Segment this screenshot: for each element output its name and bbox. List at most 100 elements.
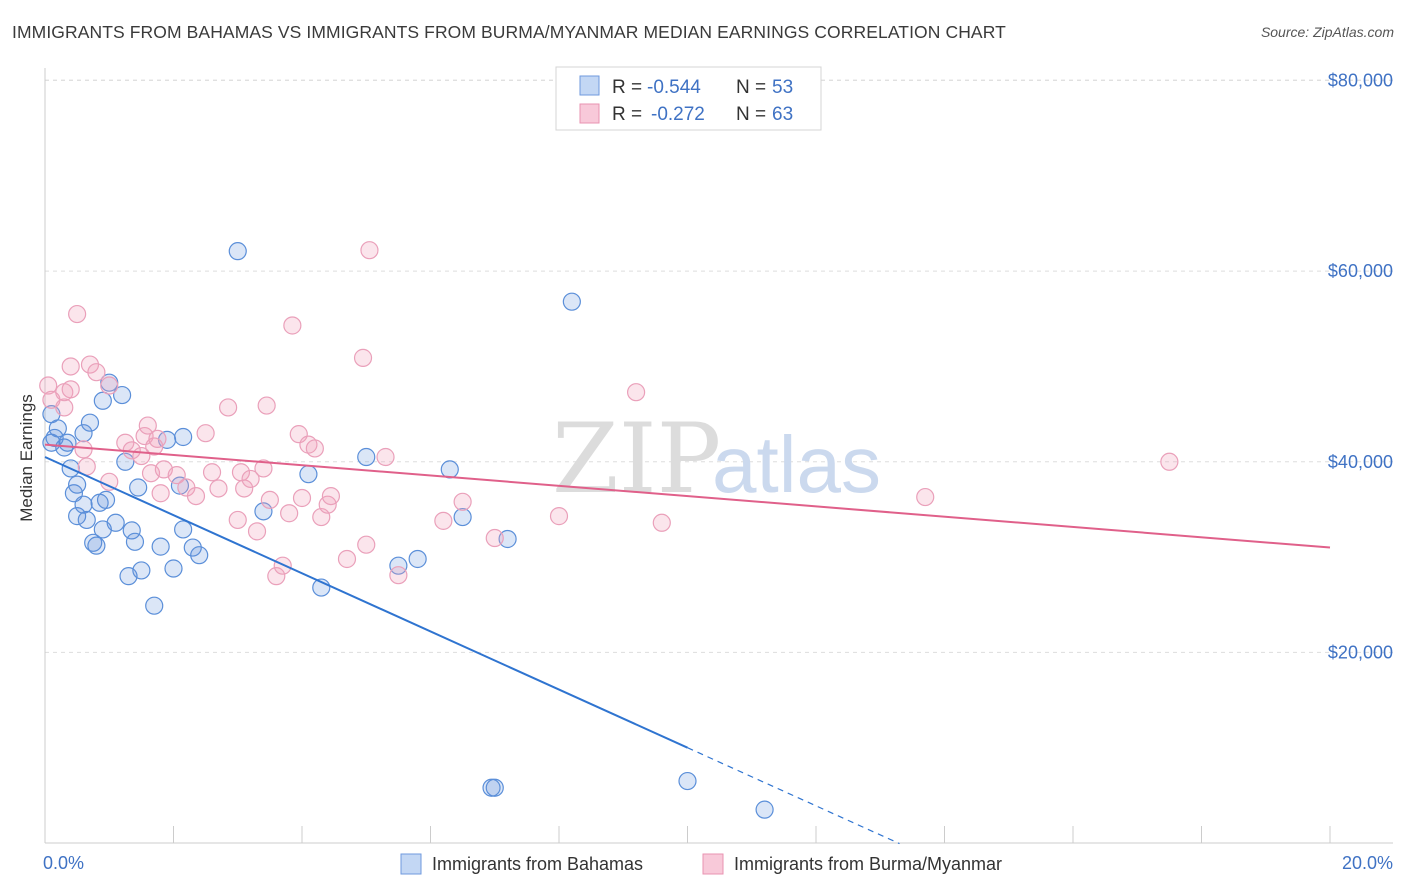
point-bahamas-30 xyxy=(151,537,170,556)
bottom-legend-swatch-burma xyxy=(702,853,724,875)
point-bahamas-27 xyxy=(129,478,148,497)
point-burma-35 xyxy=(254,459,273,478)
point-burma-5 xyxy=(61,380,80,399)
point-burma-48 xyxy=(321,486,341,506)
point-burma-57 xyxy=(485,528,504,548)
source-label: Source: ZipAtlas.com xyxy=(1260,24,1394,40)
point-bahamas-14 xyxy=(84,533,103,552)
point-bahamas-34 xyxy=(183,538,202,557)
point-bahamas-5 xyxy=(58,433,77,452)
point-burma-53 xyxy=(376,447,395,467)
point-burma-11 xyxy=(100,376,119,395)
bottom-legend-swatch-bahamas xyxy=(400,853,422,875)
legend-n-label-1: N = xyxy=(736,77,766,98)
point-bahamas-8 xyxy=(68,475,87,494)
legend-n-value-bahamas: 53 xyxy=(772,77,793,98)
data-points xyxy=(39,241,1179,819)
point-bahamas-45 xyxy=(440,460,459,479)
point-burma-28 xyxy=(209,479,228,498)
legend-r-value-bahamas: -0.544 xyxy=(647,77,701,98)
point-bahamas-42 xyxy=(357,447,376,467)
point-burma-2 xyxy=(55,398,74,417)
point-bahamas-15 xyxy=(87,536,106,555)
trend-line-bahamas-extrapolated xyxy=(687,747,900,845)
point-bahamas-52 xyxy=(755,800,774,819)
legend-r-label-2: R = xyxy=(612,104,642,125)
point-bahamas-51 xyxy=(678,771,697,791)
point-burma-50 xyxy=(353,348,373,367)
point-burma-36 xyxy=(257,396,276,415)
y-axis-label: Median Earnings xyxy=(17,394,36,522)
point-burma-7 xyxy=(74,440,93,459)
point-bahamas-12 xyxy=(77,510,96,530)
point-burma-21 xyxy=(151,484,170,503)
point-bahamas-50 xyxy=(482,778,501,797)
point-bahamas-47 xyxy=(498,529,517,549)
legend-swatch-burma xyxy=(579,103,600,124)
x-tick-label-min: 0.0% xyxy=(43,853,84,873)
point-burma-60 xyxy=(652,513,671,532)
point-burma-55 xyxy=(434,511,453,530)
bottom-legend-label-burma: Immigrants from Burma/Myanmar xyxy=(734,854,1002,874)
axes xyxy=(44,68,1393,844)
point-burma-45 xyxy=(305,439,324,458)
bottom-legend-label-bahamas: Immigrants from Bahamas xyxy=(432,854,643,874)
point-bahamas-18 xyxy=(96,490,116,510)
point-bahamas-29 xyxy=(145,596,164,615)
point-burma-56 xyxy=(453,492,472,511)
point-bahamas-26 xyxy=(125,532,145,551)
point-burma-10 xyxy=(87,363,106,382)
point-bahamas-40 xyxy=(299,465,318,484)
point-burma-27 xyxy=(202,463,222,482)
point-burma-30 xyxy=(228,510,247,530)
bottom-legend: Immigrants from Bahamas Immigrants from … xyxy=(400,853,1002,875)
point-burma-41 xyxy=(283,316,302,335)
point-burma-25 xyxy=(186,486,206,506)
point-burma-9 xyxy=(80,355,100,374)
y-tick-label-2: $40,000 xyxy=(1328,452,1393,472)
legend-r-label-1: R = xyxy=(612,77,642,98)
trend-line-burma xyxy=(44,443,1331,549)
point-bahamas-32 xyxy=(164,559,183,578)
point-burma-43 xyxy=(292,488,312,508)
point-burma-61 xyxy=(916,487,935,507)
point-burma-62 xyxy=(1160,452,1179,471)
point-bahamas-22 xyxy=(112,385,132,405)
point-bahamas-38 xyxy=(228,242,247,261)
point-burma-20 xyxy=(148,429,167,449)
legend-r-value-burma: -0.272 xyxy=(651,104,705,125)
y-tick-labels: $80,000 $60,000 $40,000 $20,000 xyxy=(1328,71,1393,663)
point-bahamas-25 xyxy=(122,521,141,540)
point-bahamas-48 xyxy=(562,292,581,311)
y-tick-label-0: $80,000 xyxy=(1328,71,1393,91)
point-bahamas-19 xyxy=(93,391,112,410)
point-bahamas-44 xyxy=(408,549,427,569)
point-bahamas-46 xyxy=(453,507,472,527)
point-bahamas-28 xyxy=(132,561,151,580)
point-burma-40 xyxy=(280,504,299,523)
point-burma-4 xyxy=(61,357,80,376)
legend-n-label-2: N = xyxy=(736,104,766,125)
point-burma-29 xyxy=(219,398,238,417)
point-burma-52 xyxy=(360,241,379,260)
point-burma-37 xyxy=(260,490,279,510)
point-burma-6 xyxy=(68,304,87,324)
point-burma-26 xyxy=(196,424,215,443)
point-burma-58 xyxy=(549,507,569,526)
watermark-atlas: atlas xyxy=(712,420,881,509)
point-burma-59 xyxy=(626,383,646,402)
legend-swatch-bahamas xyxy=(579,75,600,96)
point-burma-34 xyxy=(247,522,267,541)
point-bahamas-11 xyxy=(74,424,93,443)
point-bahamas-3 xyxy=(48,419,67,438)
point-bahamas-35 xyxy=(190,546,209,565)
point-bahamas-43 xyxy=(389,556,408,575)
legend-box xyxy=(555,66,822,131)
legend: R = -0.544 N = 53 R = -0.272 N = 63 xyxy=(555,66,822,131)
point-bahamas-39 xyxy=(254,502,273,521)
point-bahamas-13 xyxy=(80,413,100,432)
legend-n-value-burma: 63 xyxy=(772,104,793,125)
y-tick-label-3: $20,000 xyxy=(1328,642,1393,662)
point-burma-17 xyxy=(138,416,157,435)
